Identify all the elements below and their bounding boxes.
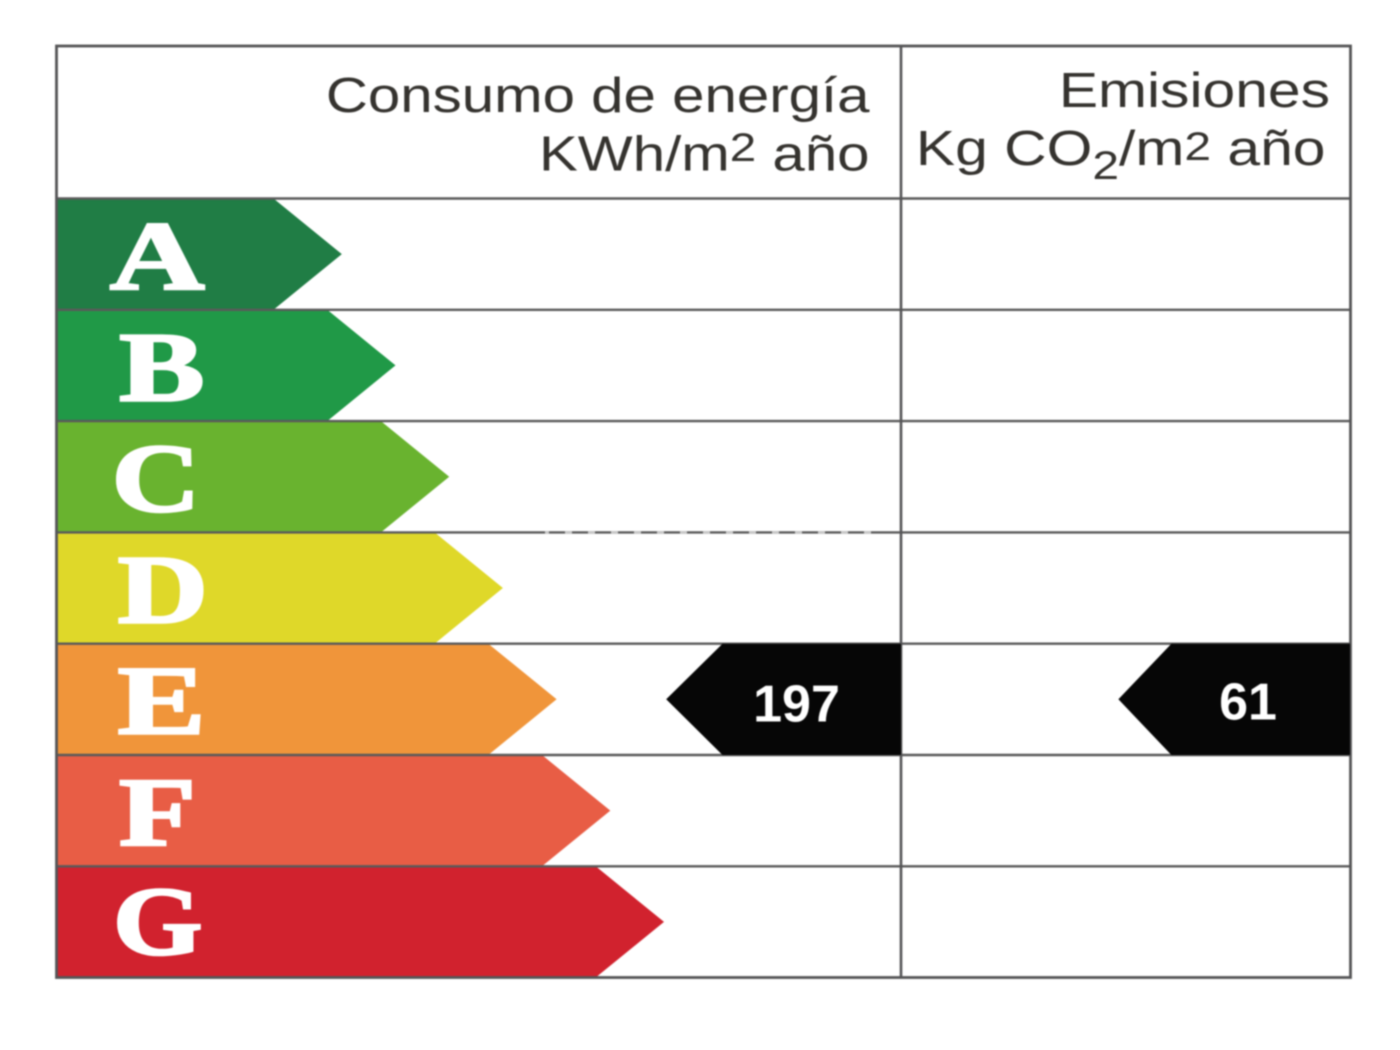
svg-text:61: 61 [1219, 674, 1277, 732]
svg-text:Emisiones: Emisiones [1059, 64, 1330, 118]
svg-text:E: E [118, 647, 206, 755]
svg-text:Consumo de energía: Consumo de energía [326, 68, 870, 123]
svg-text:F: F [119, 758, 196, 867]
svg-text:B: B [119, 314, 204, 422]
svg-text:D: D [118, 536, 208, 644]
svg-text:KWh/m2 año: KWh/m2 año [539, 125, 870, 181]
svg-text:197: 197 [753, 676, 840, 734]
svg-text:C: C [112, 425, 201, 533]
svg-text:Kg CO2/m2 año: Kg CO2/m2 año [916, 122, 1326, 189]
svg-text:A: A [110, 203, 205, 311]
svg-text:G: G [113, 868, 202, 976]
